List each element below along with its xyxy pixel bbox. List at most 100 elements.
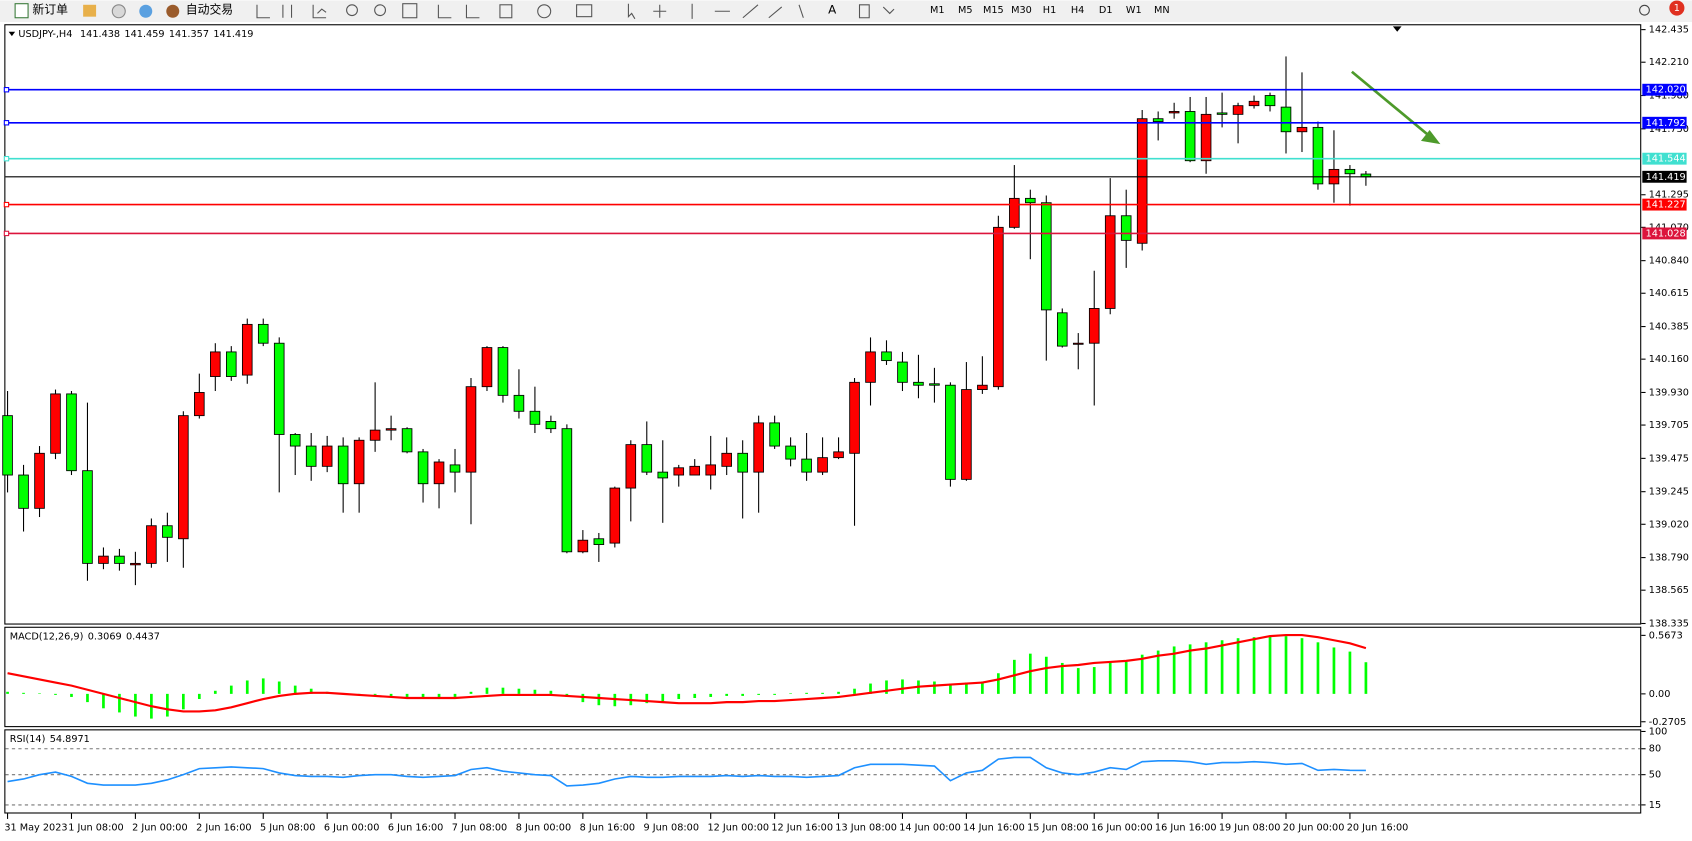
candle-body bbox=[657, 471, 669, 479]
timeframe-button[interactable]: M15 bbox=[983, 5, 1004, 16]
candle-body bbox=[1168, 111, 1180, 114]
x-tick-label: 2 Jun 00:00 bbox=[132, 823, 187, 834]
candle-body bbox=[1120, 215, 1132, 241]
timeframe-button[interactable]: D1 bbox=[1099, 5, 1113, 16]
candle-body bbox=[897, 361, 908, 383]
toolbar-icon[interactable] bbox=[83, 4, 97, 17]
auto-trading-icon[interactable] bbox=[166, 4, 180, 18]
x-tick-label: 8 Jun 16:00 bbox=[580, 823, 635, 834]
x-tick-label: 6 Jun 00:00 bbox=[324, 823, 379, 834]
candle-body bbox=[82, 470, 93, 564]
candle-body bbox=[210, 351, 221, 377]
candle-body bbox=[833, 451, 844, 459]
y-tick-label: 140.615 bbox=[1649, 288, 1689, 299]
y-tick-label: 138.335 bbox=[1649, 618, 1689, 629]
zoom-out[interactable] bbox=[374, 4, 387, 17]
candle-body bbox=[497, 347, 509, 396]
plot: 142.435 142.210 141.980 141.750 141.295 141.0… bbox=[2, 25, 1689, 834]
candle-body bbox=[289, 434, 301, 447]
macd-header: MACD(12,26,9) 0.3069 0.4437 bbox=[10, 631, 160, 642]
candle-body bbox=[801, 458, 812, 473]
timeframe-button[interactable]: H1 bbox=[1043, 5, 1056, 16]
candle-body bbox=[417, 451, 429, 485]
candle-body bbox=[146, 525, 157, 564]
drawing-tools[interactable] bbox=[627, 3, 895, 20]
tile-windows[interactable] bbox=[402, 3, 418, 19]
toolbar-bg bbox=[0, 0, 1692, 23]
ohlc-value: 141.438 bbox=[80, 29, 120, 40]
templates[interactable] bbox=[576, 4, 593, 18]
x-tick-label: 20 Jun 00:00 bbox=[1283, 823, 1345, 834]
price-tag-label: 141.227 bbox=[1646, 200, 1686, 211]
timeframe-button[interactable]: W1 bbox=[1126, 5, 1142, 16]
rsi-panel bbox=[4, 729, 1642, 814]
y-tick-label: 141.295 bbox=[1649, 190, 1689, 201]
price-tag bbox=[1642, 170, 1687, 183]
toolbar-icon[interactable] bbox=[139, 4, 153, 18]
candle-body bbox=[98, 555, 109, 564]
toolbar-tools bbox=[256, 3, 895, 20]
rsi-header: RSI(14) 54.8971 bbox=[10, 734, 90, 745]
y-tick-label: 100 bbox=[1649, 726, 1668, 737]
macd-signal-line bbox=[7, 634, 1367, 713]
candle-body bbox=[849, 381, 860, 454]
y-tick-label: 80 bbox=[1649, 744, 1661, 755]
candle-body bbox=[1009, 197, 1020, 228]
ohlc-value: 141.419 bbox=[213, 29, 253, 40]
x-tick-label: 6 Jun 16:00 bbox=[388, 823, 443, 834]
scroll-icons[interactable] bbox=[437, 4, 480, 19]
periods[interactable] bbox=[537, 4, 552, 19]
notification-badge[interactable] bbox=[1669, 0, 1685, 16]
y-tick-label: 139.020 bbox=[1649, 519, 1689, 530]
y-tick-label: 139.705 bbox=[1649, 420, 1689, 431]
chart-type-icons[interactable] bbox=[256, 4, 327, 19]
y-tick-label: 140.385 bbox=[1649, 322, 1689, 333]
new-order-button[interactable]: 新订单 bbox=[32, 3, 68, 17]
y-tick-label: 138.565 bbox=[1649, 585, 1689, 596]
candle-body bbox=[465, 386, 477, 473]
search-icon[interactable] bbox=[1639, 4, 1650, 16]
x-tick-label: 20 Jun 16:00 bbox=[1347, 823, 1409, 834]
timeframe-button[interactable]: M30 bbox=[1011, 5, 1032, 16]
indicator-value: 0.3069 bbox=[88, 631, 122, 642]
text-tool[interactable]: A bbox=[828, 3, 837, 17]
candle-body bbox=[305, 445, 317, 467]
level-handle bbox=[3, 87, 10, 93]
new-order-icon[interactable] bbox=[14, 3, 29, 19]
candle-body bbox=[625, 444, 637, 489]
indicators[interactable] bbox=[499, 4, 513, 19]
timeframe-button[interactable]: H4 bbox=[1071, 5, 1084, 16]
timeframe-button[interactable]: MN bbox=[1154, 5, 1170, 16]
candle-body bbox=[241, 323, 253, 376]
candle-body bbox=[1232, 105, 1244, 115]
candle-body bbox=[321, 445, 333, 467]
x-tick-label: 16 Jun 00:00 bbox=[1091, 823, 1153, 834]
auto-trading-button[interactable]: 自动交易 bbox=[186, 3, 233, 17]
price-tag bbox=[1642, 152, 1687, 165]
level-handle bbox=[3, 155, 10, 162]
candle-body bbox=[865, 351, 876, 383]
header-marker bbox=[8, 31, 16, 37]
candle-body bbox=[130, 562, 141, 566]
y-tick-label: 0.00 bbox=[1649, 689, 1671, 700]
x-tick-label: 14 Jun 16:00 bbox=[963, 823, 1025, 834]
candle-body bbox=[273, 342, 285, 435]
timeframe-button[interactable]: M1 bbox=[930, 5, 945, 16]
candle-body bbox=[641, 444, 653, 473]
zoom-in[interactable] bbox=[346, 4, 358, 17]
arrow-shaft bbox=[1351, 70, 1429, 136]
timeframe-button[interactable]: M5 bbox=[958, 5, 973, 16]
candle-body bbox=[449, 464, 461, 473]
candle-body bbox=[705, 464, 716, 476]
candle-body bbox=[257, 323, 269, 344]
toolbar-icon[interactable] bbox=[111, 4, 126, 19]
candle-body bbox=[577, 539, 589, 553]
candle-body bbox=[609, 487, 621, 544]
candle-body bbox=[1136, 118, 1148, 244]
candle-body bbox=[1104, 215, 1116, 309]
candle-body bbox=[993, 226, 1004, 388]
y-tick-label: 139.475 bbox=[1649, 453, 1689, 464]
candle-body bbox=[194, 392, 205, 417]
candle-body bbox=[945, 384, 956, 480]
candle-body bbox=[114, 555, 125, 564]
